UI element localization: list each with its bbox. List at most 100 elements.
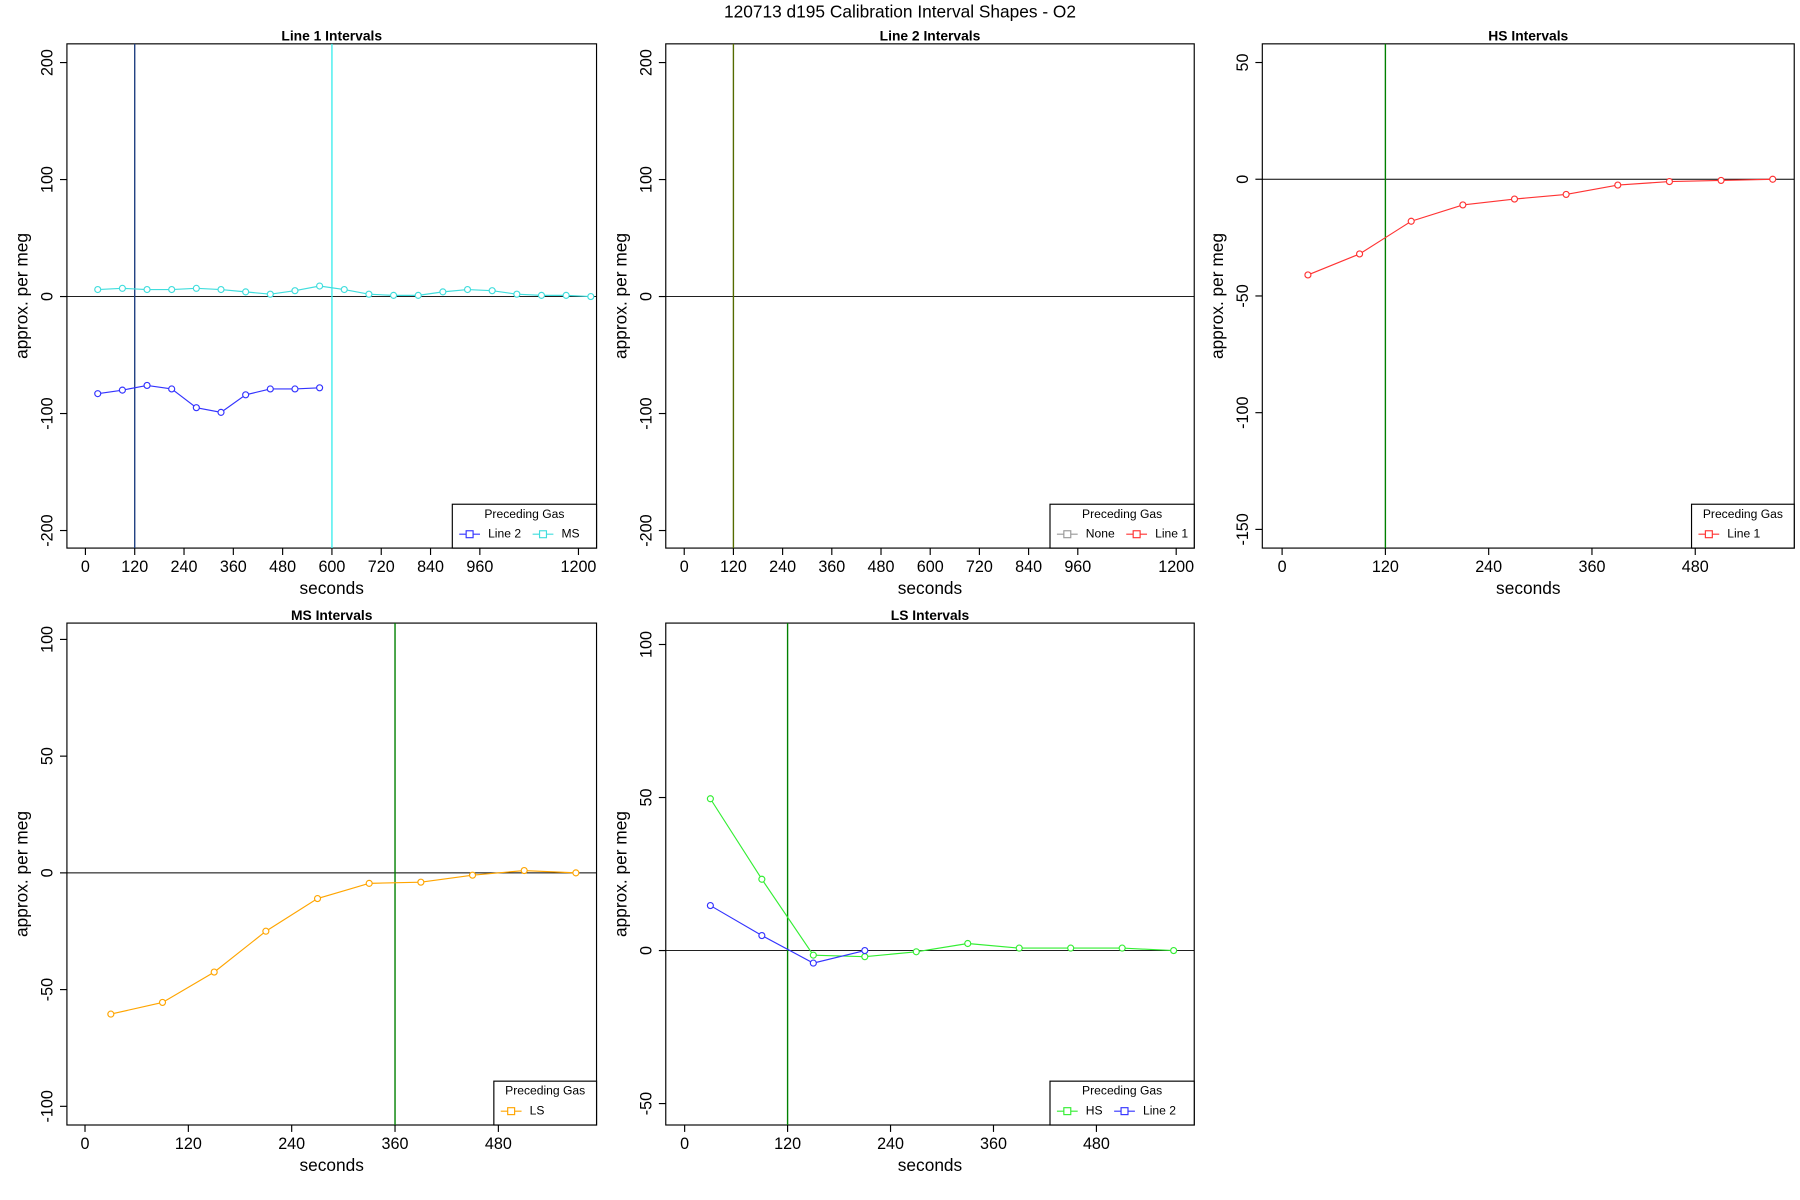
y-axis-label: approx. per meg (1207, 233, 1227, 359)
y-tick-label: 100 (638, 631, 656, 658)
figure-title: 120713 d195 Calibration Interval Shapes … (724, 1, 1076, 21)
panel: LS Intervals seconds approx. per meg 0 120 24… (610, 607, 1195, 1175)
point (143, 285, 151, 294)
panel-title: HS Intervals (1488, 28, 1568, 44)
x-tick-label: 360 (818, 558, 845, 576)
point (537, 291, 546, 299)
x-tick-label: 480 (1682, 558, 1709, 576)
point (192, 404, 200, 412)
point (168, 285, 176, 294)
x-tick-label: 1200 (560, 558, 596, 576)
point (217, 285, 225, 294)
y-tick-label: 200 (638, 49, 656, 76)
y-axis-label: approx. per meg (610, 233, 630, 359)
y-tick-label: 50 (638, 789, 656, 807)
x-axis-label: seconds (300, 578, 365, 598)
legend-label: Line 1 (1727, 526, 1760, 540)
legend-box (1690, 503, 1795, 549)
legend-box (493, 1080, 598, 1126)
point (94, 285, 102, 294)
x-tick-label: 360 (220, 558, 247, 576)
point (912, 948, 920, 956)
y-tick-label: -100 (638, 397, 656, 429)
point (861, 953, 869, 961)
legend-symbol (465, 530, 474, 539)
y-tick-label: -200 (638, 514, 656, 546)
panel-title: MS Intervals (291, 607, 373, 623)
legend-box (1049, 1080, 1195, 1126)
legend-symbol (507, 1107, 516, 1116)
x-tick-label: 120 (1372, 558, 1399, 576)
y-tick-label: 0 (638, 292, 656, 301)
point (1562, 190, 1570, 198)
point (94, 390, 102, 398)
x-tick-label: 240 (278, 1135, 305, 1153)
point (572, 869, 580, 877)
panel: Line 2 Intervals seconds approx. per meg 0 1… (610, 28, 1195, 598)
x-tick-label: 120 (774, 1135, 801, 1153)
y-tick-label: -150 (1234, 513, 1252, 545)
point (316, 282, 324, 290)
point (861, 946, 869, 955)
point (143, 381, 151, 390)
panel-title: Line 2 Intervals (880, 28, 981, 44)
point (118, 284, 126, 292)
x-tick-label: 600 (917, 558, 944, 576)
x-tick-label: 840 (1015, 558, 1042, 576)
x-tick-label: 1200 (1158, 558, 1194, 576)
point (468, 871, 477, 879)
legend-box (1049, 503, 1195, 549)
y-tick-label: 0 (638, 946, 656, 955)
y-tick-label: 100 (39, 166, 57, 193)
x-axis-label: seconds (1496, 578, 1561, 598)
x-tick-label: 480 (1083, 1135, 1110, 1153)
y-tick-label: 0 (39, 868, 57, 877)
series-line (1307, 178, 1773, 276)
point (488, 287, 496, 295)
point (1067, 944, 1075, 952)
x-axis-label: seconds (300, 1155, 365, 1175)
point (1407, 217, 1415, 225)
point (1118, 944, 1126, 952)
y-tick-label: -50 (1234, 284, 1252, 307)
point (414, 291, 422, 299)
point (809, 959, 817, 967)
point (587, 292, 595, 301)
legend-title: Preceding Gas (1703, 507, 1783, 521)
legend-title: Preceding Gas (1082, 1084, 1162, 1098)
point (316, 384, 324, 392)
x-tick-label: 360 (1578, 558, 1605, 576)
legend-label: Line 2 (488, 526, 521, 540)
x-tick-label: 480 (485, 1135, 512, 1153)
point (365, 879, 373, 887)
point (1355, 250, 1364, 258)
point (1015, 944, 1023, 952)
point (313, 894, 322, 903)
x-tick-label: 120 (720, 558, 747, 576)
point (291, 385, 299, 393)
y-tick-label: 200 (39, 49, 57, 76)
y-tick-label: -100 (39, 397, 57, 429)
point (1614, 181, 1622, 189)
point (1717, 176, 1725, 184)
point (1459, 201, 1467, 209)
point (758, 931, 766, 940)
point (463, 285, 472, 294)
y-tick-label: -50 (39, 978, 57, 1001)
x-tick-label: 240 (769, 558, 796, 576)
x-tick-label: 720 (368, 558, 395, 576)
series-line (110, 869, 576, 1015)
y-tick-label: -50 (638, 1092, 656, 1115)
x-tick-label: 0 (1278, 558, 1287, 576)
point (562, 291, 570, 299)
point (242, 391, 250, 399)
x-tick-label: 960 (1064, 558, 1091, 576)
point (365, 290, 373, 298)
panel: HS Intervals seconds approx. per meg 0 120 24… (1207, 28, 1795, 598)
legend-label: Line 1 (1155, 526, 1188, 540)
point (107, 1010, 115, 1018)
legend-symbol (1063, 1107, 1072, 1116)
x-tick-label: 0 (680, 558, 689, 576)
point (809, 951, 817, 959)
